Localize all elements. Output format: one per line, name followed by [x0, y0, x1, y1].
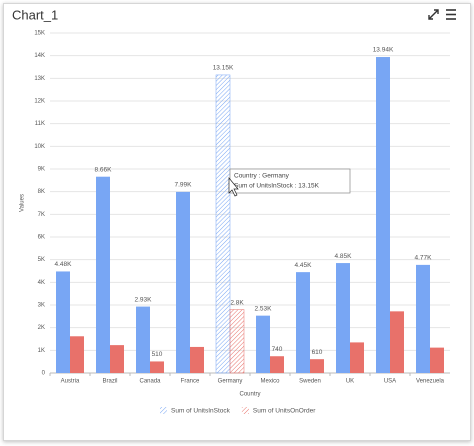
- data-label: 13.15K: [213, 65, 234, 72]
- y-tick-label: 15K: [34, 31, 45, 37]
- tooltip-line: Country : Germany: [234, 173, 290, 180]
- tooltip-box: [229, 168, 351, 194]
- y-tick-label: 9K: [38, 167, 45, 173]
- data-label: 2.8K: [230, 299, 244, 306]
- cursor: [228, 177, 239, 197]
- y-tick-label: 6K: [38, 235, 45, 241]
- legend-label: Sum of UnitsInStock: [171, 408, 231, 415]
- data-label: 4.85K: [335, 253, 353, 260]
- legend-label: Sum of UnitsOnOrder: [253, 408, 316, 415]
- y-tick-label: 5K: [38, 257, 45, 263]
- data-label: 610: [312, 349, 323, 356]
- legend-swatch: [160, 407, 167, 414]
- data-label: 4.45K: [295, 262, 313, 269]
- x-tick-label: Venezuela: [416, 379, 445, 385]
- legend-swatch: [241, 407, 249, 414]
- y-tick-label: 3K: [38, 303, 45, 309]
- x-tick-label: Austria: [61, 379, 80, 385]
- y-tick-label: 4K: [38, 280, 45, 286]
- y-tick-label: 7K: [38, 212, 45, 218]
- bar: [430, 347, 444, 373]
- y-axis-title: Values: [20, 194, 26, 212]
- data-label: 740: [272, 346, 283, 353]
- x-tick-label: Canada: [139, 379, 161, 385]
- x-tick-label: USA: [384, 379, 396, 385]
- bar: [190, 346, 204, 373]
- x-tick-label: Brazil: [102, 379, 117, 385]
- bar: [150, 361, 164, 373]
- data-label: 4.48K: [55, 261, 73, 268]
- bar: [110, 345, 124, 373]
- bar: [416, 264, 430, 373]
- expand-icon[interactable]: [428, 9, 439, 20]
- x-tick-label: Germany: [218, 379, 243, 385]
- data-label: 2.53K: [255, 305, 273, 312]
- data-label: 13.94K: [373, 47, 394, 54]
- bar: [176, 191, 190, 373]
- bar: [70, 336, 84, 373]
- chart-title: Chart_1: [12, 7, 58, 22]
- y-tick-label: 0: [42, 371, 46, 377]
- data-label: 2.93K: [135, 296, 153, 303]
- y-tick-label: 1K: [38, 348, 45, 354]
- x-tick-label: France: [181, 379, 200, 385]
- tooltip: Country : Germany Sum of UnitsInStock : 1…: [228, 168, 351, 197]
- bar: [270, 356, 284, 373]
- bar: [390, 311, 404, 373]
- bar: [310, 359, 324, 373]
- y-tick-label: 10K: [34, 144, 45, 150]
- y-tick-label: 8K: [38, 189, 45, 195]
- data-label: 4.77K: [415, 255, 433, 262]
- data-label: 7.99K: [175, 182, 193, 189]
- y-tick-label: 13K: [34, 76, 45, 82]
- y-tick-label: 2K: [38, 325, 45, 331]
- tooltip-line: Sum of UnitsInStock : 13.15K: [234, 183, 320, 190]
- menu-icon[interactable]: [446, 9, 456, 20]
- y-tick-label: 12K: [34, 99, 45, 105]
- x-axis-title: Country: [239, 392, 260, 398]
- bar: [256, 315, 270, 373]
- data-label: 8.66K: [95, 166, 113, 173]
- bar: [376, 57, 390, 373]
- bar: [296, 272, 310, 373]
- bar: [215, 74, 231, 374]
- bar: [229, 309, 245, 374]
- x-tick-label: Sweden: [299, 379, 321, 385]
- bar: [350, 342, 364, 373]
- data-label: 510: [152, 351, 163, 358]
- y-tick-label: 11K: [35, 121, 45, 127]
- x-tick-label: Mexico: [260, 379, 280, 385]
- y-tick-label: 14K: [34, 53, 45, 59]
- bar: [336, 263, 350, 373]
- x-tick-label: UK: [346, 379, 354, 385]
- bar: [136, 306, 150, 373]
- bar: [56, 271, 70, 373]
- bar: [96, 176, 110, 373]
